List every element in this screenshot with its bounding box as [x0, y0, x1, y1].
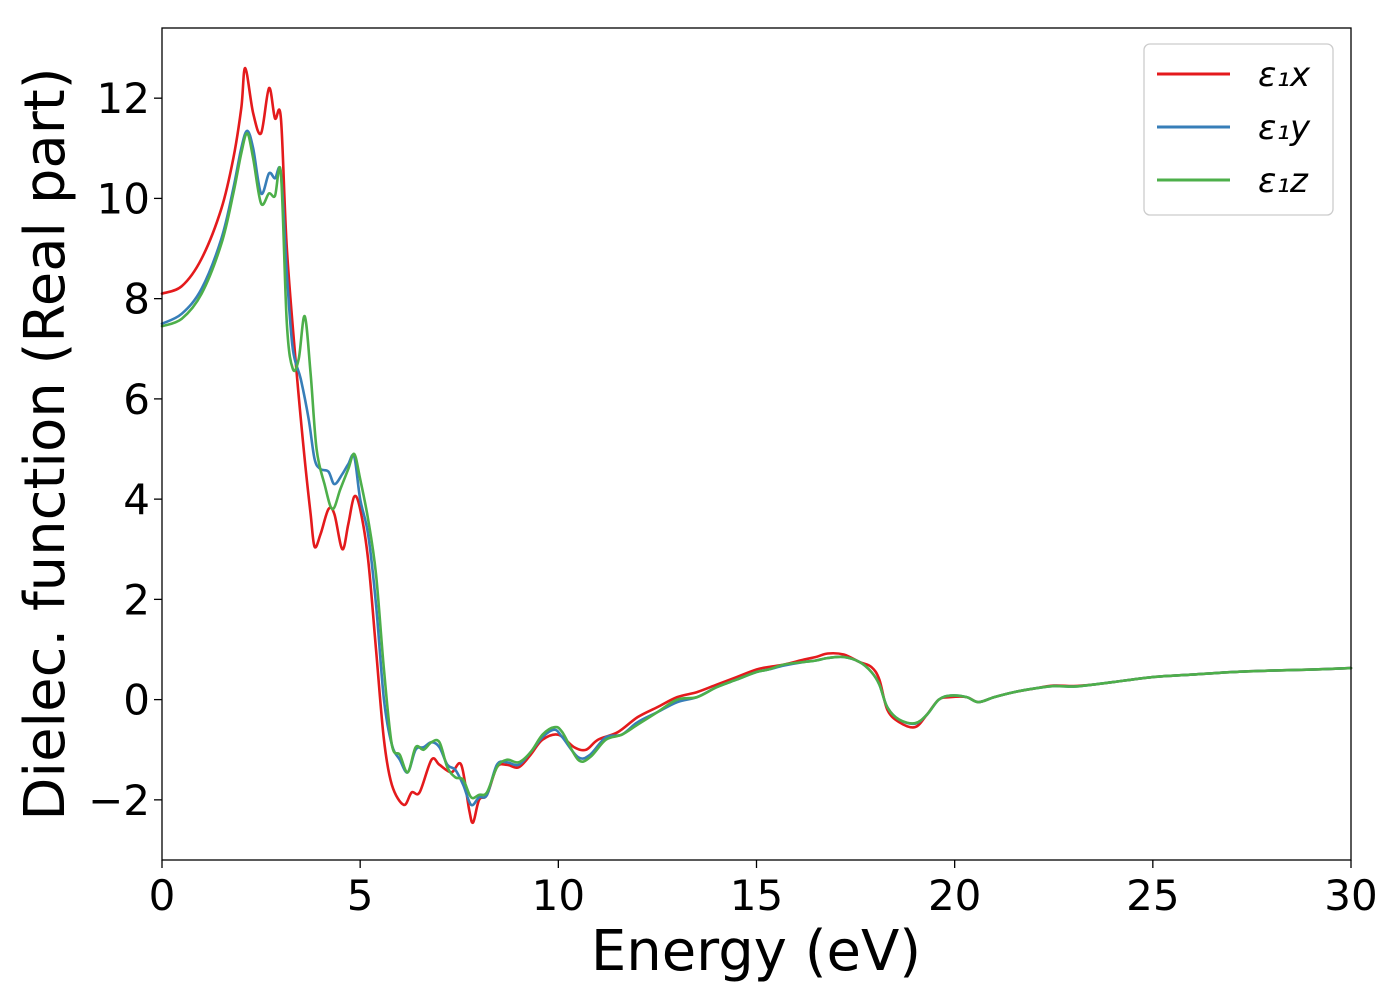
- x-axis-label: Energy (eV): [591, 919, 921, 984]
- y-tick-label: −2: [88, 776, 150, 825]
- legend: ε₁x ε₁y ε₁z: [1143, 43, 1334, 216]
- series-layer: [160, 66, 1353, 825]
- legend-label-2: ε₁z: [1258, 161, 1309, 201]
- y-axis-label: Dielec. function (Real part): [13, 67, 78, 820]
- legend-label-1: ε₁y: [1258, 108, 1311, 148]
- y-tick-label: 10: [97, 174, 150, 223]
- x-tick-label: 0: [149, 871, 176, 920]
- legend-entries: ε₁x ε₁y ε₁z: [1157, 55, 1311, 201]
- y-tick-label: 12: [97, 74, 150, 123]
- legend-label-0: ε₁x: [1258, 55, 1311, 95]
- x-tick-label: 25: [1126, 871, 1179, 920]
- x-tick-label: 30: [1324, 871, 1377, 920]
- y-tick-label: 0: [123, 676, 150, 725]
- x-tick-label: 5: [347, 871, 374, 920]
- x-tick-label: 15: [730, 871, 783, 920]
- y-tick-label: 8: [123, 275, 150, 324]
- x-tick-label: 20: [928, 871, 981, 920]
- y-axis-ticks: −2 0 2 4 6 8 10 12: [88, 74, 162, 825]
- x-tick-label: 10: [532, 871, 585, 920]
- series-line-2: [160, 131, 1353, 800]
- y-tick-label: 6: [123, 375, 150, 424]
- legend-box: [1143, 43, 1334, 216]
- y-tick-label: 2: [123, 575, 150, 624]
- x-axis-ticks: 0 5 10 15 20 25 30: [149, 860, 1378, 920]
- y-tick-label: 4: [123, 475, 150, 524]
